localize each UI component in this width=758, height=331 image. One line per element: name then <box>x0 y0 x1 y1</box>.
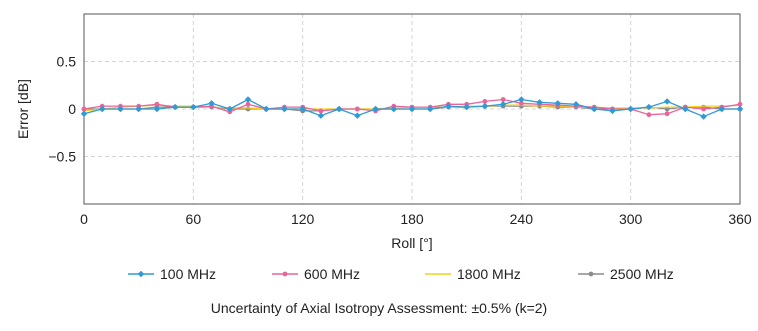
data-point-600-mhz <box>154 101 160 107</box>
legend-item-600-mhz: 600 MHz <box>272 266 360 282</box>
legend-label-600-mhz: 600 MHz <box>304 266 360 282</box>
data-point-100-mhz <box>153 105 161 113</box>
data-point-100-mhz <box>390 105 397 113</box>
data-point-100-mhz <box>682 105 689 113</box>
data-point-100-mhz <box>99 105 106 113</box>
tick-layer: 0 60 120 180 240 300 360 −0.5 0 0.5 <box>48 54 752 228</box>
legend: 100 MHz 600 MHz 1800 MHz 2500 MHz <box>128 266 674 282</box>
x-tick-label: 240 <box>510 211 534 227</box>
data-point-600-mhz <box>646 112 652 118</box>
x-tick-label: 60 <box>186 211 202 227</box>
data-point-100-mhz <box>263 105 270 113</box>
legend-item-100-mhz: 100 MHz <box>128 266 216 282</box>
y-tick-label: 0.5 <box>57 54 77 70</box>
data-point-100-mhz <box>281 105 288 113</box>
legend-label-1800-mhz: 1800 MHz <box>457 266 521 282</box>
data-point-100-mhz <box>463 103 470 111</box>
data-point-100-mhz <box>609 107 616 115</box>
data-point-100-mhz <box>445 102 452 110</box>
series-layer <box>80 96 744 120</box>
data-point-100-mhz <box>299 105 306 113</box>
data-point-100-mhz <box>663 98 671 105</box>
x-tick-label: 360 <box>728 211 752 227</box>
data-point-600-mhz <box>354 106 360 112</box>
legend-marker-2500-mhz <box>588 271 594 277</box>
data-point-100-mhz <box>190 103 197 111</box>
data-point-100-mhz <box>718 105 725 113</box>
data-point-600-mhz <box>245 101 251 107</box>
data-point-100-mhz <box>554 100 561 107</box>
data-point-600-mhz <box>482 99 488 104</box>
legend-label-100-mhz: 100 MHz <box>160 266 216 282</box>
data-point-600-mhz <box>318 108 324 114</box>
legend-marker-100-mhz <box>137 270 145 278</box>
legend-item-1800-mhz: 1800 MHz <box>425 266 521 282</box>
legend-item-2500-mhz: 2500 MHz <box>578 266 674 282</box>
y-tick-label: 0 <box>68 101 76 117</box>
data-point-100-mhz <box>736 105 744 113</box>
data-point-100-mhz <box>317 112 325 119</box>
data-point-100-mhz <box>226 105 233 113</box>
data-point-600-mhz <box>500 97 506 102</box>
data-point-100-mhz <box>208 100 215 107</box>
x-axis-label: Roll [°] <box>391 235 432 251</box>
data-point-100-mhz <box>591 105 598 113</box>
footer-note: Uncertainty of Axial Isotropy Assessment… <box>210 300 548 316</box>
data-point-100-mhz <box>700 113 707 120</box>
series-100-mhz <box>80 96 744 120</box>
data-point-600-mhz <box>81 106 87 112</box>
data-point-2500-mhz <box>245 106 251 112</box>
data-point-100-mhz <box>335 105 343 113</box>
data-point-100-mhz <box>135 105 142 113</box>
data-point-100-mhz <box>244 96 252 103</box>
data-point-600-mhz <box>518 100 524 106</box>
legend-marker-600-mhz <box>282 271 288 277</box>
legend-label-2500-mhz: 2500 MHz <box>610 266 674 282</box>
data-point-600-mhz <box>737 101 743 107</box>
data-point-600-mhz <box>701 106 706 112</box>
data-point-100-mhz <box>645 103 653 111</box>
x-tick-label: 180 <box>400 211 424 227</box>
data-point-100-mhz <box>536 99 543 106</box>
y-axis-label: Error [dB] <box>15 79 31 139</box>
data-point-100-mhz <box>499 101 507 108</box>
x-tick-label: 120 <box>291 211 315 227</box>
x-tick-label: 300 <box>619 211 643 227</box>
data-point-100-mhz <box>117 105 124 113</box>
data-point-100-mhz <box>572 101 580 108</box>
x-tick-label: 0 <box>80 211 88 227</box>
data-point-100-mhz <box>627 105 634 113</box>
data-point-600-mhz <box>664 111 670 117</box>
data-point-100-mhz <box>354 112 361 119</box>
data-point-100-mhz <box>408 105 416 113</box>
data-point-100-mhz <box>171 103 179 111</box>
data-point-100-mhz <box>518 96 525 103</box>
data-point-100-mhz <box>481 102 489 110</box>
y-tick-label: −0.5 <box>48 149 76 165</box>
data-point-100-mhz <box>427 105 434 113</box>
data-point-100-mhz <box>372 105 379 113</box>
data-point-100-mhz <box>80 110 88 117</box>
